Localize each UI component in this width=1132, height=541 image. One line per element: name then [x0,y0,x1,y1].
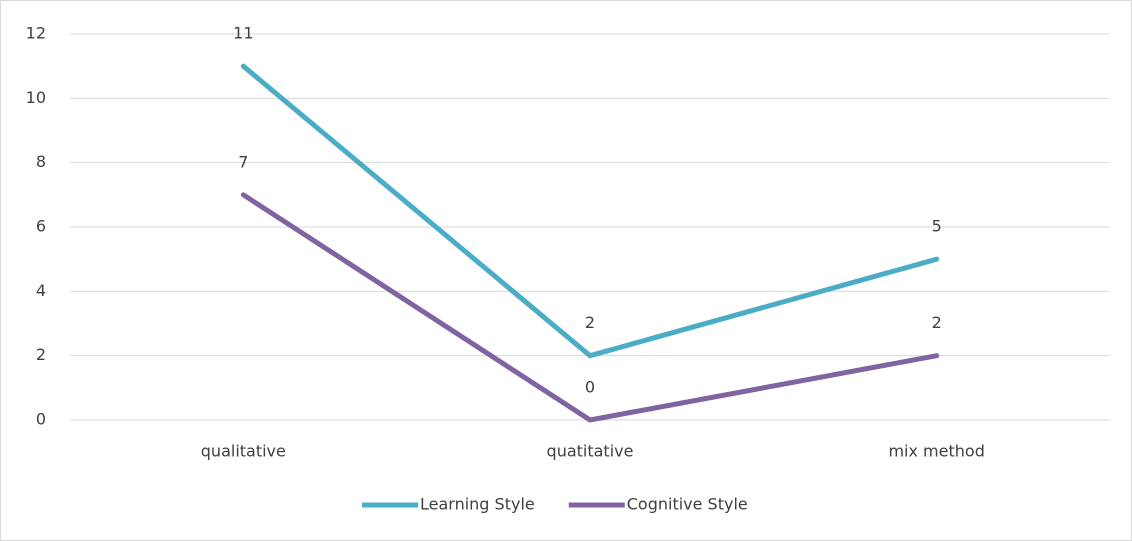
y-tick-label: 10 [26,88,46,107]
y-tick-label: 2 [36,345,46,364]
y-tick-label: 0 [36,410,46,429]
y-tick-label: 6 [36,217,46,236]
data-label: 2 [585,313,595,332]
legend-label: Learning Style [420,495,535,514]
y-tick-label: 12 [26,24,46,43]
data-label: 5 [932,217,942,236]
data-label: 7 [238,152,248,171]
data-label: 2 [932,313,942,332]
y-tick-label: 4 [36,281,46,300]
x-tick-label: mix method [888,442,984,461]
y-tick-label: 8 [36,152,46,171]
x-tick-label: qualitative [201,442,286,461]
series-line [240,63,940,359]
data-label: 0 [585,378,595,397]
legend-label: Cognitive Style [627,495,748,514]
data-label: 11 [233,24,253,43]
series-line [240,192,940,423]
x-tick-label: quatitative [547,442,634,461]
